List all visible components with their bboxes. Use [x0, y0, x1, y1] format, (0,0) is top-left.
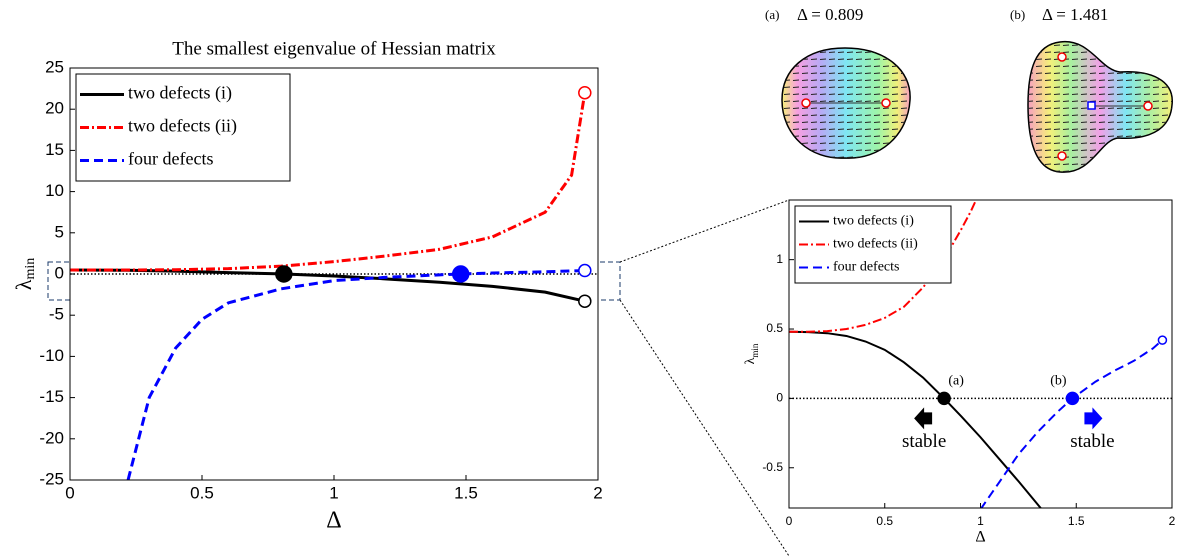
marker — [578, 263, 592, 278]
y-axis-label: λmin — [11, 258, 38, 290]
series-line — [126, 269, 585, 480]
panel-title: Δ = 0.809 — [797, 5, 863, 24]
y-tick-label: 10 — [45, 181, 64, 200]
marker — [578, 85, 592, 100]
y-tick-label: 5 — [55, 222, 64, 241]
defect — [1057, 151, 1067, 161]
x-tick-label: 1 — [977, 514, 984, 528]
x-tick-label: 0 — [65, 483, 74, 502]
y-tick-label: 15 — [45, 140, 64, 159]
series-line — [789, 200, 978, 333]
legend-label: two defects (i) — [833, 214, 914, 229]
y-tick-label: 0 — [55, 263, 64, 282]
zoom-connector — [619, 299, 790, 556]
y-tick-label: -0.5 — [762, 460, 783, 474]
x-tick-label: 1 — [329, 483, 338, 502]
marker — [1157, 335, 1168, 345]
y-tick-label: 0 — [776, 391, 783, 405]
chart: 0 0.5 1 1.5 2-0.500.51Δλmin(a)stable(b)stabl… — [743, 199, 1176, 546]
defect — [1087, 101, 1096, 110]
annotation: stable — [902, 431, 946, 452]
x-tick-label: 2 — [593, 483, 602, 502]
x-tick-label: 0.5 — [876, 514, 893, 528]
y-tick-label: -20 — [39, 428, 64, 447]
series-line — [789, 330, 1042, 508]
plot-clip — [70, 92, 598, 480]
y-tick-label: -10 — [39, 346, 64, 365]
director-field — [1028, 41, 1173, 173]
x-axis-label: Δ — [975, 529, 985, 546]
defect — [881, 98, 891, 108]
point-label: (a) — [948, 374, 964, 389]
chart: The smallest eigenvalue of Hessian matri… — [11, 38, 603, 533]
panel-label: (b) — [1010, 7, 1025, 22]
legend-label: two defects (i) — [128, 83, 232, 104]
x-tick-label: 2 — [1169, 514, 1176, 528]
arrow — [1084, 407, 1103, 430]
marker — [578, 294, 592, 308]
defect — [1143, 101, 1153, 111]
defect — [801, 98, 811, 108]
y-tick-label: 0.5 — [766, 321, 783, 335]
zoom-connector — [619, 199, 790, 263]
marker — [451, 265, 470, 283]
marker — [1065, 391, 1080, 406]
axes-frame — [788, 199, 1173, 509]
legend-label: four defects — [833, 260, 899, 275]
panel-a: (a) Δ = 0.809 — [765, 5, 911, 159]
y-label-symbol: λ — [11, 279, 36, 290]
panel-b: (b) Δ = 1.481 — [1010, 5, 1173, 173]
y-label-subscript: min — [23, 258, 38, 280]
axes-frame — [69, 67, 599, 481]
y-tick-label: -5 — [49, 305, 64, 324]
annotation: stable — [1070, 431, 1114, 452]
x-tick-label: 1.5 — [1068, 514, 1085, 528]
arrow — [914, 407, 933, 430]
panel-title: Δ = 1.481 — [1042, 5, 1108, 24]
x-tick-label: 0 — [786, 514, 793, 528]
y-tick-label: 20 — [45, 99, 64, 118]
y-tick-label: 1 — [776, 252, 783, 266]
legend-label: four defects — [128, 149, 213, 169]
y-label-subscript: min — [750, 343, 760, 358]
y-axis-label: λmin — [743, 343, 760, 364]
y-tick-label: 25 — [45, 57, 64, 76]
defect — [1057, 52, 1067, 62]
y-tick-label: -25 — [39, 469, 64, 488]
y-tick-label: -15 — [39, 387, 64, 406]
x-tick-label: 1.5 — [454, 483, 478, 502]
x-axis-label: Δ — [326, 508, 341, 534]
y-label-symbol: λ — [743, 357, 758, 364]
chart-title: The smallest eigenvalue of Hessian matri… — [172, 38, 496, 59]
point-label: (b) — [1050, 374, 1067, 389]
marker — [937, 391, 951, 406]
legend-box — [75, 73, 291, 182]
x-tick-label: 0.5 — [190, 483, 214, 502]
series-line — [70, 92, 587, 272]
legend-label: two defects (ii) — [833, 237, 918, 252]
marker — [275, 265, 293, 283]
legend-label: two defects (ii) — [128, 116, 237, 137]
panel-label: (a) — [765, 7, 779, 22]
